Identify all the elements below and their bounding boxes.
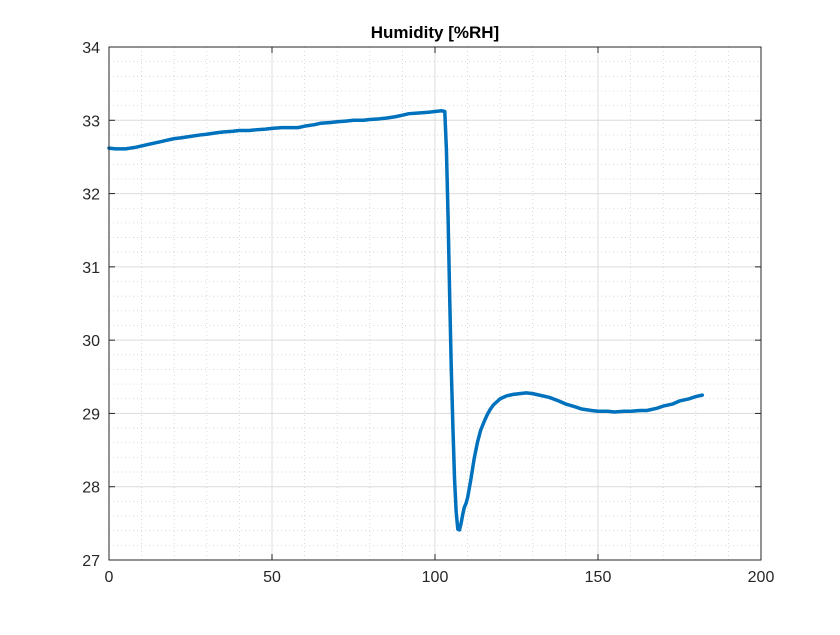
x-tick-label: 50	[263, 569, 281, 586]
series-line-0	[107, 109, 705, 532]
series-layer	[107, 109, 705, 532]
y-tick-label: 28	[82, 480, 100, 497]
major-grid	[109, 47, 761, 560]
x-tick-label: 150	[585, 569, 612, 586]
y-tick-labels: 27 28 29 30 31 32 33 34	[82, 40, 100, 570]
x-tick-label: 100	[422, 569, 449, 586]
tick-marks	[108, 46, 762, 561]
minor-grid	[109, 47, 761, 560]
x-tick-label: 200	[748, 569, 775, 586]
y-tick-label: 31	[82, 260, 100, 277]
y-tick-label: 27	[82, 553, 100, 570]
y-tick-label: 33	[82, 113, 100, 130]
x-tick-labels: 0 50 100 150 200	[105, 569, 775, 586]
y-tick-label: 29	[82, 406, 100, 423]
y-tick-label: 30	[82, 333, 100, 350]
y-tick-label: 34	[82, 40, 100, 57]
y-tick-label: 32	[82, 187, 100, 204]
x-tick-label: 0	[105, 569, 114, 586]
chart-title: Humidity [%RH]	[371, 23, 499, 42]
